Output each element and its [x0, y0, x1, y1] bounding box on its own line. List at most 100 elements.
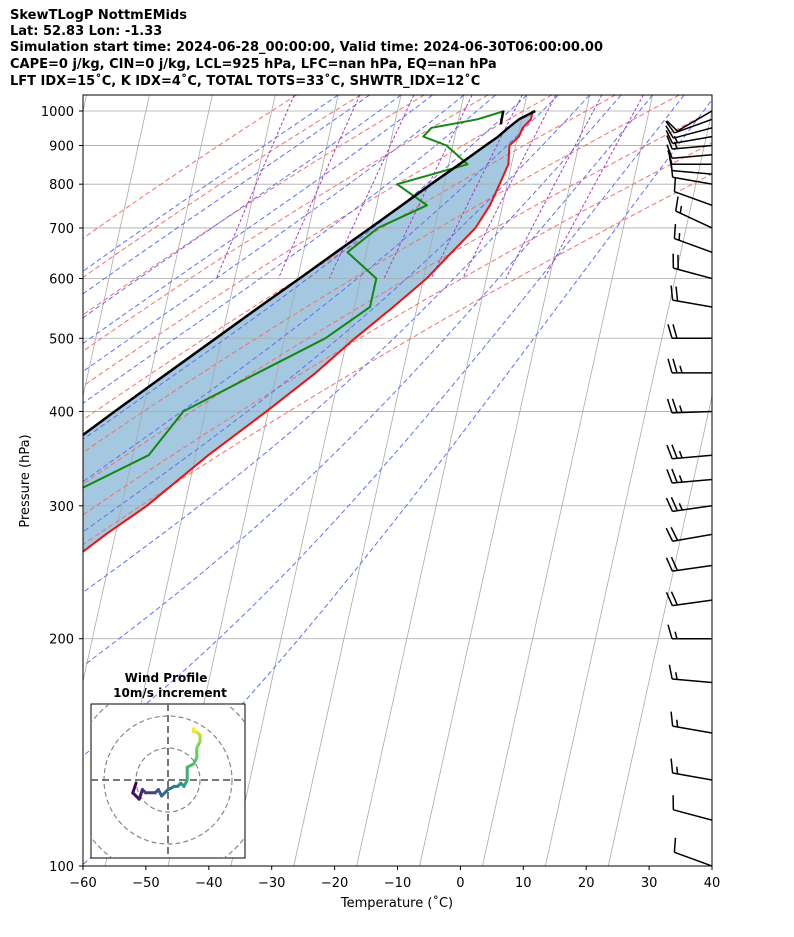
barb-staff [673, 127, 712, 139]
cape-shading [83, 111, 536, 552]
isotherm [293, 95, 465, 866]
wind-barb [675, 196, 712, 229]
wind-barb [668, 664, 712, 684]
barb-flag [670, 556, 679, 571]
wind-barb [665, 130, 712, 145]
barb-flag [670, 162, 674, 178]
wind-barb [665, 526, 712, 542]
barb-flag [670, 591, 679, 606]
y-tick-label: 100 [49, 860, 74, 875]
barb-staff [672, 176, 712, 185]
y-tick-label: 300 [49, 500, 74, 515]
barb-staff [674, 118, 712, 134]
moist-adiabat [83, 95, 433, 345]
barb-half-flag [673, 141, 678, 149]
moist-adiabat [83, 95, 622, 594]
barb-half-flag [679, 405, 683, 413]
barb-half-flag [676, 719, 679, 728]
wind-barb [666, 110, 712, 132]
isotherm [230, 95, 402, 866]
barb-flag [671, 468, 678, 483]
barb-staff [674, 851, 712, 866]
barb-staff [672, 564, 712, 572]
wind-barb [667, 324, 712, 340]
isotherm [419, 95, 591, 866]
wind-barb [667, 358, 712, 374]
barb-half-flag [678, 475, 683, 483]
hodograph-inset: Wind Profile 10m/s increment [90, 671, 246, 859]
mixing-ratio-line [328, 95, 415, 279]
barb-staff [672, 533, 712, 542]
y-tick-label: 700 [49, 222, 74, 237]
hodograph-segment [160, 788, 170, 798]
barb-staff [672, 154, 712, 160]
dry-adiabat [83, 95, 680, 454]
barb-flag [670, 758, 674, 774]
hodograph-segment [137, 788, 144, 801]
barb-staff [672, 478, 712, 484]
wind-barb [670, 285, 712, 308]
x-axis-ticks: −60 −50 −40 −30 −20 −10 0 10 20 30 40 [69, 866, 720, 891]
barb-flag [666, 120, 678, 132]
barb-flag [673, 837, 677, 853]
mixing-ratio-line [277, 95, 361, 279]
barb-flag [670, 497, 679, 511]
moist-adiabat [83, 95, 591, 533]
parcel-line [83, 109, 536, 437]
y-tick-label: 200 [49, 633, 74, 648]
barb-half-flag [673, 135, 679, 143]
barb-flag [667, 358, 673, 374]
dry-adiabat [83, 110, 712, 485]
wind-barb [673, 177, 712, 207]
wind-barb [665, 556, 712, 572]
y-tick-label: 800 [49, 178, 74, 193]
isotherm [356, 95, 528, 866]
barb-flag [665, 557, 674, 572]
hodograph-segment [131, 781, 138, 795]
dry-adiabat [83, 95, 489, 352]
barb-flag [671, 444, 678, 459]
x-tick-label: −20 [321, 876, 348, 891]
barb-half-flag [675, 672, 678, 680]
barb-flag [675, 286, 679, 302]
barb-staff [672, 135, 712, 145]
moist-adiabat [83, 95, 370, 295]
barb-half-flag [674, 631, 678, 639]
x-tick-label: 40 [704, 876, 721, 891]
barb-flag [666, 444, 673, 459]
barb-staff [676, 110, 712, 132]
barb-staff [674, 237, 712, 253]
wind-barb [672, 253, 712, 280]
barb-staff [672, 678, 712, 684]
x-tick-label: 30 [641, 876, 658, 891]
location-line: Lat: 52.83 Lon: -1.33 [10, 24, 163, 39]
barb-flag [670, 711, 674, 727]
barb-staff [672, 772, 712, 781]
barb-flag [666, 398, 673, 414]
dry-adiabats [83, 95, 712, 546]
barb-half-flag [679, 205, 683, 214]
wind-barbs [665, 110, 712, 866]
wind-barb [670, 711, 712, 734]
mixing-ratio-line [215, 95, 295, 279]
barb-staff [672, 725, 712, 734]
wind-barb [666, 468, 712, 484]
hodograph-plot [91, 704, 245, 858]
barb-staff [672, 299, 712, 308]
wind-barb [666, 144, 712, 160]
temperature-line [83, 110, 534, 553]
moist-adiabat [83, 95, 402, 319]
isotherm [83, 95, 150, 398]
barb-flag [673, 177, 677, 192]
hodograph-subtitle: 10m/s increment [113, 686, 227, 700]
wind-barb [670, 162, 712, 185]
barb-flag [672, 358, 678, 374]
barb-half-flag [678, 450, 683, 459]
wind-barb [668, 156, 712, 175]
y-tick-label: 1000 [41, 105, 74, 120]
wind-barb [666, 135, 712, 150]
y-axis-label: Pressure (hPa) [18, 434, 33, 527]
isotherm [544, 109, 712, 866]
wind-barb [667, 624, 712, 640]
moist-adiabat [83, 95, 465, 373]
